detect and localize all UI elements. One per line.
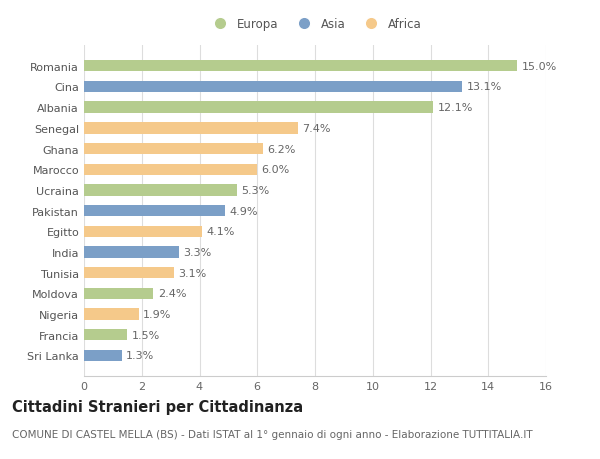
Bar	[84, 288, 154, 299]
Bar	[84, 330, 127, 341]
Bar	[84, 164, 257, 175]
Bar	[84, 350, 122, 361]
Bar	[84, 268, 173, 279]
Text: 4.9%: 4.9%	[230, 206, 259, 216]
Text: 4.1%: 4.1%	[207, 227, 235, 237]
Text: 1.3%: 1.3%	[126, 351, 154, 361]
Text: 12.1%: 12.1%	[438, 103, 473, 113]
Text: 2.4%: 2.4%	[158, 289, 186, 299]
Text: 1.9%: 1.9%	[143, 309, 172, 319]
Bar	[84, 226, 202, 237]
Legend: Europa, Asia, Africa: Europa, Asia, Africa	[206, 16, 424, 33]
Bar	[84, 123, 298, 134]
Text: 15.0%: 15.0%	[521, 62, 557, 72]
Text: COMUNE DI CASTEL MELLA (BS) - Dati ISTAT al 1° gennaio di ogni anno - Elaborazio: COMUNE DI CASTEL MELLA (BS) - Dati ISTAT…	[12, 429, 533, 439]
Bar	[84, 185, 237, 196]
Text: 7.4%: 7.4%	[302, 123, 331, 134]
Bar	[84, 247, 179, 258]
Text: 6.2%: 6.2%	[268, 144, 296, 154]
Text: Cittadini Stranieri per Cittadinanza: Cittadini Stranieri per Cittadinanza	[12, 399, 303, 414]
Text: 3.1%: 3.1%	[178, 268, 206, 278]
Bar	[84, 309, 139, 320]
Bar	[84, 206, 226, 217]
Text: 3.3%: 3.3%	[184, 247, 212, 257]
Text: 5.3%: 5.3%	[241, 185, 269, 196]
Bar	[84, 144, 263, 155]
Text: 13.1%: 13.1%	[467, 82, 502, 92]
Bar	[84, 61, 517, 72]
Text: 1.5%: 1.5%	[131, 330, 160, 340]
Text: 6.0%: 6.0%	[262, 165, 290, 175]
Bar	[84, 82, 462, 93]
Bar	[84, 102, 433, 113]
